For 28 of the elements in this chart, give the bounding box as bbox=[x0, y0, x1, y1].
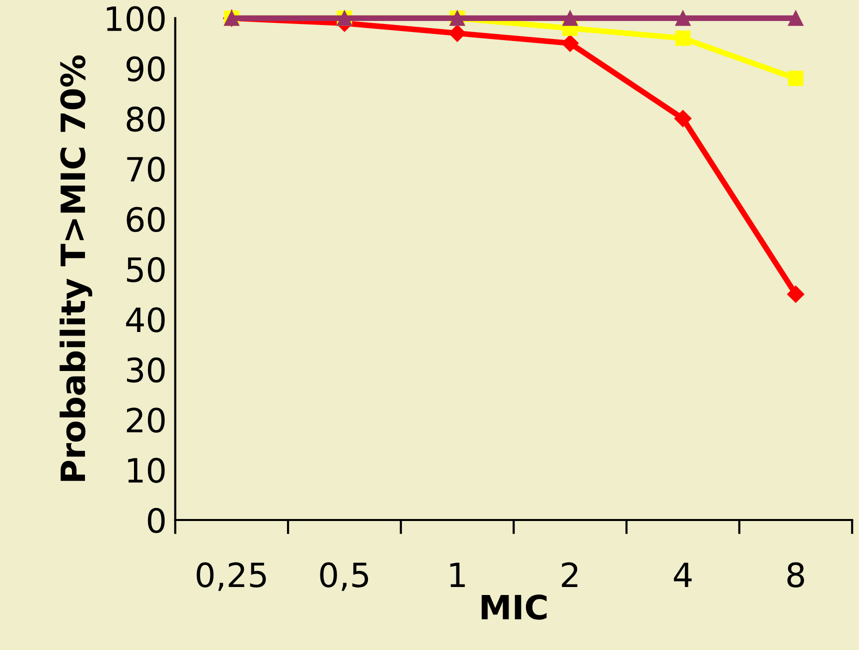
y-tick-label: 70 bbox=[127, 156, 165, 182]
point bbox=[448, 24, 466, 42]
point bbox=[788, 10, 804, 26]
y-tick-label: 30 bbox=[127, 357, 165, 383]
y-tick-label: 100 bbox=[106, 6, 165, 32]
point bbox=[788, 70, 804, 86]
x-tick-label: 0,5 bbox=[320, 562, 368, 591]
y-tick-label: 60 bbox=[126, 206, 165, 232]
point bbox=[674, 110, 692, 128]
y-tick-label: 90 bbox=[126, 56, 165, 82]
y-tick-label: 80 bbox=[126, 106, 165, 132]
x-tick-label: 4 bbox=[674, 562, 692, 587]
y-axis-title: Probability T>MIC 70% bbox=[60, 55, 92, 481]
y-tick-label: 10 bbox=[128, 458, 165, 483]
point bbox=[562, 10, 578, 26]
point bbox=[562, 34, 579, 52]
y-tick-label: 0 bbox=[148, 508, 165, 534]
point bbox=[787, 286, 804, 303]
y-tick-label: 20 bbox=[126, 408, 165, 433]
x-tick-label: 2 bbox=[562, 562, 578, 587]
point bbox=[675, 30, 691, 46]
x-axis-title: MIC bbox=[482, 594, 547, 620]
y-tick-label: 50 bbox=[127, 257, 165, 282]
x-tick-label: 0,25 bbox=[196, 562, 266, 591]
point bbox=[675, 10, 691, 26]
x-tick-label: 8 bbox=[787, 562, 804, 588]
x-tick-label: 1 bbox=[450, 562, 465, 587]
y-tick-label: 40 bbox=[126, 307, 165, 332]
